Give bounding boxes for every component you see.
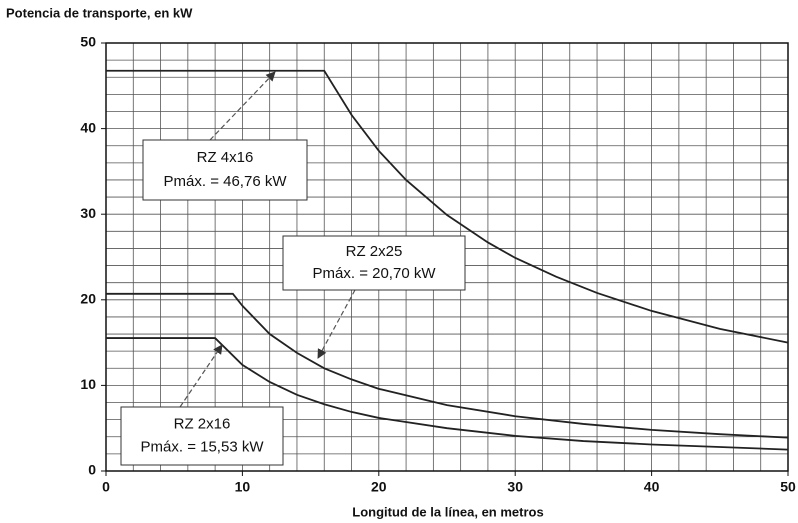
annotation-text: Pmáx. = 46,76 kW bbox=[164, 173, 288, 190]
y-tick-label: 30 bbox=[80, 205, 96, 221]
y-tick-label: 0 bbox=[88, 462, 96, 478]
annotation-text: Pmáx. = 15,53 kW bbox=[141, 439, 265, 456]
series-line bbox=[106, 337, 789, 451]
annotation-text: RZ 4x16 bbox=[197, 149, 254, 166]
y-tick-label: 40 bbox=[80, 119, 96, 135]
x-tick-label: 0 bbox=[102, 479, 110, 495]
x-tick-label: 50 bbox=[780, 479, 796, 495]
annotation-arrow bbox=[317, 289, 356, 359]
annotation-text: RZ 2x25 bbox=[346, 243, 403, 260]
x-tick-label: 20 bbox=[371, 479, 387, 495]
series-line bbox=[106, 69, 789, 344]
annotation-arrow bbox=[179, 344, 223, 408]
annotation-box bbox=[120, 406, 284, 466]
series-line bbox=[106, 292, 789, 439]
chart-title: Potencia de transporte, en kW bbox=[6, 5, 193, 20]
y-tick-label: 10 bbox=[80, 376, 96, 392]
x-tick-label: 30 bbox=[507, 479, 523, 495]
annotation-text: RZ 2x16 bbox=[174, 415, 231, 432]
x-axis-label: Longitud de la línea, en metros bbox=[352, 504, 543, 519]
x-tick-label: 40 bbox=[644, 479, 660, 495]
plot-frame bbox=[105, 42, 789, 472]
annotation-box bbox=[282, 235, 466, 291]
x-tick-label: 10 bbox=[235, 479, 251, 495]
y-tick-label: 20 bbox=[80, 291, 96, 307]
y-tick-label: 50 bbox=[80, 34, 96, 50]
annotation-box bbox=[142, 139, 308, 201]
annotation-text: Pmáx. = 20,70 kW bbox=[313, 265, 437, 282]
